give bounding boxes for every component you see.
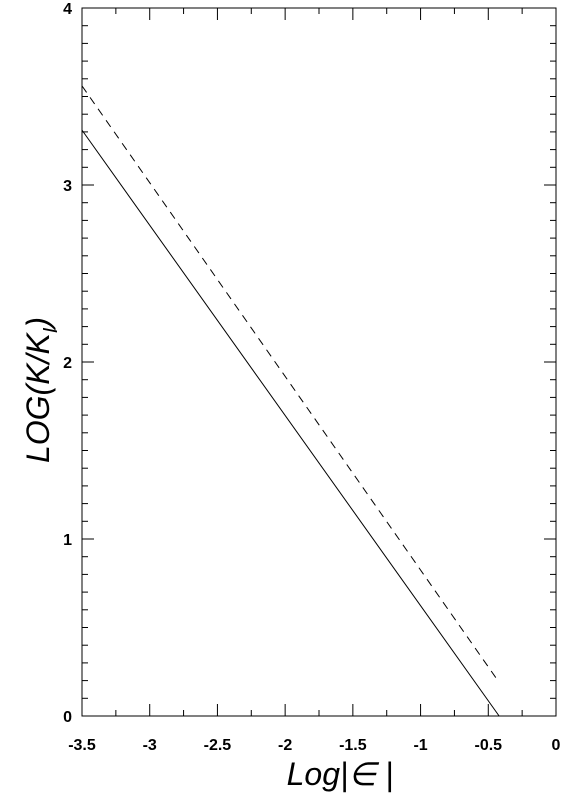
ticks xyxy=(81,7,557,717)
x-tick-label: -0.5 xyxy=(474,737,502,754)
x-tick-label: -1 xyxy=(413,737,427,754)
y-axis-title: LOG(K/KI) xyxy=(20,317,62,463)
x-tick-label: -3 xyxy=(143,737,157,754)
y-axis-title-text: LOG(K/K xyxy=(20,332,56,463)
x-tick-label: -2.5 xyxy=(204,737,232,754)
series-line-dashed xyxy=(81,85,500,683)
y-tick-label: 1 xyxy=(63,532,72,549)
y-tick-label: 3 xyxy=(63,178,72,195)
x-tick-label: -3.5 xyxy=(68,737,96,754)
y-tick-label: 0 xyxy=(63,709,72,726)
series-group xyxy=(81,85,500,717)
y-axis-title-sub: I xyxy=(40,327,62,333)
y-axis-title-end: ) xyxy=(20,317,56,332)
x-tick-label: -1.5 xyxy=(339,737,367,754)
x-axis-title: Log|∈ | xyxy=(287,756,394,792)
x-axis-title-text: Log| xyxy=(287,756,349,792)
plot-frame xyxy=(81,7,557,717)
y-tick-label: 2 xyxy=(63,355,72,372)
x-axis-title-symbol: ∈ xyxy=(348,756,379,792)
x-axis-title-end: | xyxy=(376,756,393,792)
y-tick-label: 4 xyxy=(63,1,72,18)
x-tick-label: 0 xyxy=(552,737,561,754)
tick-labels: -3.5 -3 -2.5 -2 -1.5 -1 -0.5 0 0 1 2 3 4 xyxy=(63,1,560,754)
series-line-solid xyxy=(81,129,500,717)
x-tick-label: -2 xyxy=(278,737,292,754)
